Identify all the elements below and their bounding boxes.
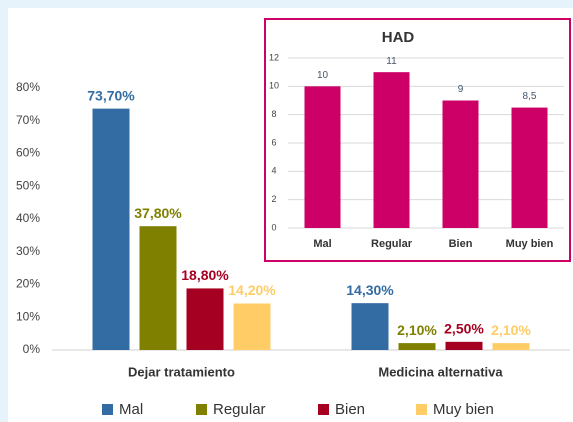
y-tick-label: 0% bbox=[23, 342, 41, 356]
data-label: 10 bbox=[317, 70, 329, 81]
legend-label: Regular bbox=[213, 401, 266, 418]
x-tick-label: Bien bbox=[449, 238, 473, 250]
bar bbox=[304, 86, 341, 228]
inset-title: HAD bbox=[382, 29, 415, 46]
bar bbox=[351, 303, 389, 350]
x-tick-label: Regular bbox=[371, 238, 413, 250]
data-label: 8,5 bbox=[523, 91, 537, 102]
y-tick-label: 50% bbox=[16, 178, 40, 192]
data-label: 9 bbox=[458, 84, 464, 95]
x-tick-label: Mal bbox=[313, 238, 331, 250]
bar bbox=[445, 341, 483, 350]
data-label: 14,30% bbox=[346, 282, 394, 298]
bar bbox=[139, 226, 177, 350]
y-tick-label: 10 bbox=[269, 81, 279, 91]
data-label: 37,80% bbox=[134, 205, 182, 221]
legend-label: Muy bien bbox=[433, 401, 494, 418]
data-label: 11 bbox=[386, 56, 397, 67]
bar bbox=[492, 343, 530, 350]
legend-label: Bien bbox=[335, 401, 365, 418]
bar bbox=[511, 107, 548, 228]
y-tick-label: 40% bbox=[16, 211, 40, 225]
y-tick-label: 10% bbox=[16, 309, 40, 323]
y-tick-label: 12 bbox=[269, 52, 279, 62]
y-tick-label: 2 bbox=[271, 194, 276, 204]
bar bbox=[233, 303, 271, 350]
bar bbox=[398, 343, 436, 350]
legend-swatch bbox=[102, 404, 113, 415]
data-label: 2,10% bbox=[397, 322, 437, 338]
legend-label: Mal bbox=[119, 401, 143, 418]
y-tick-label: 0 bbox=[271, 222, 276, 232]
y-tick-label: 30% bbox=[16, 244, 40, 258]
x-tick-label: Dejar tratamiento bbox=[128, 364, 235, 379]
y-tick-label: 60% bbox=[16, 146, 40, 160]
x-tick-label: Medicina alternativa bbox=[378, 364, 503, 379]
data-label: 14,20% bbox=[228, 282, 276, 298]
y-tick-label: 20% bbox=[16, 277, 40, 291]
y-tick-label: 6 bbox=[271, 137, 276, 147]
x-tick-label: Muy bien bbox=[506, 238, 554, 250]
legend-swatch bbox=[196, 404, 207, 415]
data-label: 73,70% bbox=[87, 87, 135, 103]
y-tick-label: 70% bbox=[16, 113, 40, 127]
bar bbox=[92, 108, 130, 350]
data-label: 2,10% bbox=[491, 322, 531, 338]
data-label: 2,50% bbox=[444, 321, 484, 337]
y-tick-label: 8 bbox=[271, 109, 276, 119]
legend-swatch bbox=[318, 404, 329, 415]
bar bbox=[186, 288, 224, 350]
data-label: 18,80% bbox=[181, 267, 229, 283]
legend-swatch bbox=[416, 404, 427, 415]
y-tick-label: 80% bbox=[16, 80, 40, 94]
bar bbox=[373, 72, 410, 229]
y-tick-label: 4 bbox=[271, 166, 276, 176]
bar bbox=[442, 100, 479, 228]
